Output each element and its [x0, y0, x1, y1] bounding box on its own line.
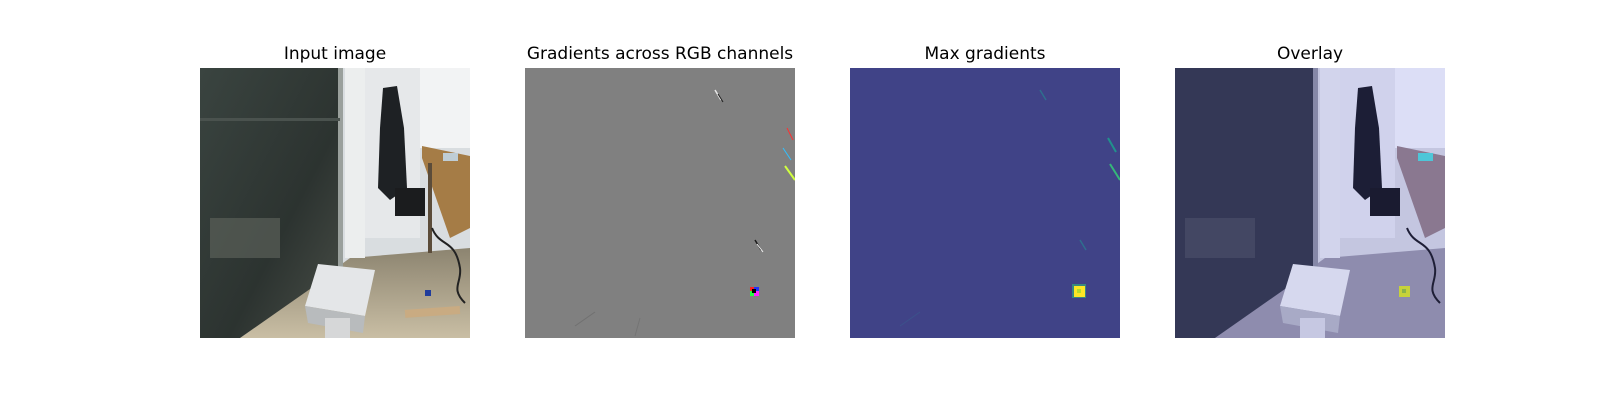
glass-reflection — [210, 218, 280, 258]
desk — [1397, 146, 1445, 238]
window-light — [420, 68, 470, 148]
stand — [1300, 318, 1325, 338]
panel-rgb-gradients: Gradients across RGB channels — [525, 0, 795, 400]
rgb-gradient-map — [525, 68, 795, 338]
input-image — [200, 68, 470, 338]
blue-cube — [425, 290, 431, 296]
gradient-edge — [756, 243, 764, 253]
glass-frame — [338, 68, 343, 268]
gradient-hotspot — [1399, 286, 1410, 297]
panel-overlay: Overlay — [1175, 0, 1445, 400]
stand — [325, 318, 350, 338]
gradient-edge — [899, 311, 921, 327]
glass-reflection — [1185, 218, 1255, 258]
max-gradient-map — [850, 68, 1120, 338]
white-box — [1280, 264, 1350, 316]
wooden-stick — [404, 306, 461, 318]
cable — [1406, 227, 1441, 304]
gradient-hotspot — [750, 287, 759, 296]
gradient-edge — [786, 127, 794, 141]
gradient-edge — [1039, 89, 1047, 101]
gradient-background — [525, 68, 795, 338]
gradient-edge — [574, 311, 596, 327]
gradient-edge — [782, 147, 792, 161]
max-gradient-image — [850, 68, 1120, 338]
panel-title: Input image — [283, 44, 387, 64]
cable — [431, 227, 466, 304]
coat — [1353, 86, 1382, 200]
door-frame — [345, 68, 365, 258]
panel-title: Overlay — [1276, 44, 1344, 64]
gradient-edge — [784, 165, 795, 181]
overlay-photo — [1175, 68, 1445, 338]
panel-max-gradients: Max gradients — [850, 0, 1120, 400]
gradient-edge — [1107, 137, 1117, 153]
glass-partition — [1175, 68, 1315, 338]
gradient-edge — [717, 93, 724, 103]
white-box — [305, 264, 375, 316]
window-light — [1395, 68, 1445, 148]
room-photo — [200, 68, 470, 338]
desk — [422, 146, 470, 238]
glass-partition — [200, 68, 340, 338]
overlay-image — [1175, 68, 1445, 338]
chair — [1370, 188, 1400, 216]
gradient-edge — [634, 317, 641, 337]
gradient-hotspot — [1072, 284, 1086, 298]
panel-input-image: Input image — [200, 0, 470, 400]
desk-item — [443, 153, 458, 161]
chair — [395, 188, 425, 216]
panel-title: Max gradients — [924, 44, 1046, 64]
gradient-edge — [714, 89, 722, 101]
glass-frame — [1313, 68, 1318, 268]
gradient-edge — [1109, 163, 1120, 181]
door-frame — [1320, 68, 1340, 258]
rgb-gradient-image — [525, 68, 795, 338]
desk-item — [1418, 153, 1433, 161]
gradient-edge — [1079, 239, 1087, 251]
coat — [378, 86, 407, 200]
glass-reflection — [200, 118, 340, 121]
desk-leg — [428, 163, 432, 253]
panel-title: Gradients across RGB channels — [526, 44, 794, 64]
